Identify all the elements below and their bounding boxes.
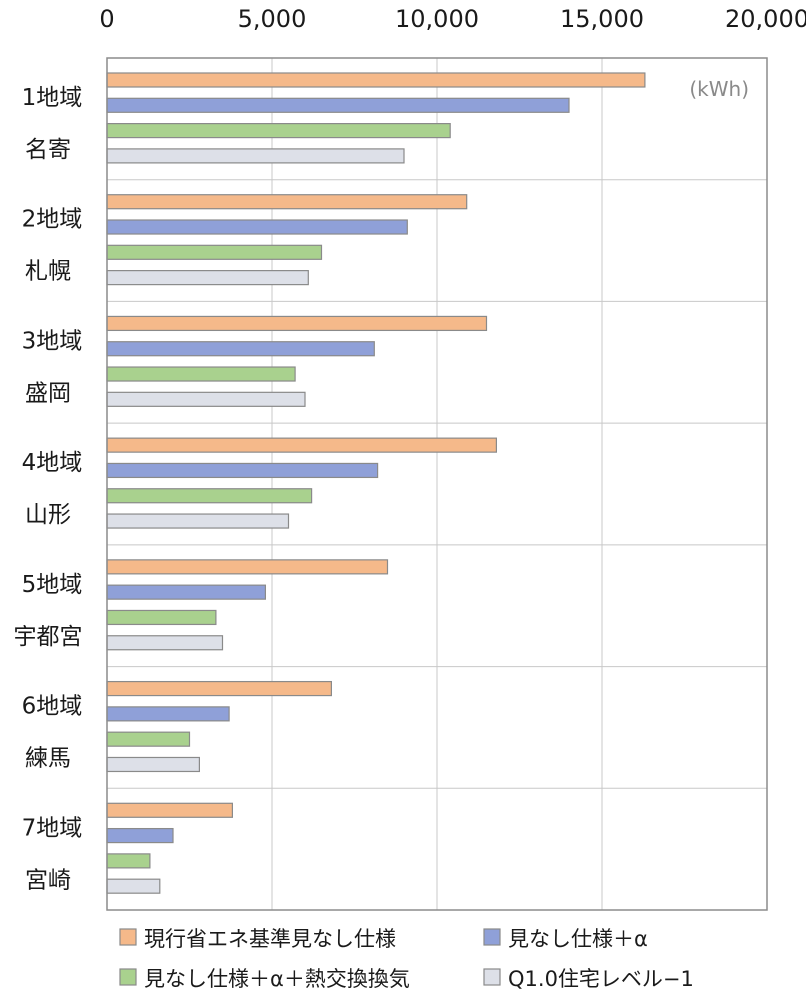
bar: [106, 731, 191, 747]
bars: [106, 72, 646, 894]
bar: [106, 72, 646, 88]
x-tick-label: 15,000: [560, 5, 644, 33]
legend-label: 見なし仕様＋α＋熱交換換気: [144, 967, 410, 991]
x-tick-label: 10,000: [395, 5, 479, 33]
bar: [106, 244, 323, 260]
legend-swatch: [119, 968, 137, 986]
bar: [106, 513, 290, 529]
bar: [106, 462, 379, 479]
plot-frame: [106, 57, 768, 911]
category-region-label: 4地域: [22, 450, 83, 476]
category-city-label: 山形: [25, 502, 71, 528]
bar: [106, 437, 497, 453]
unit-label: (kWh): [689, 77, 749, 101]
bar: [106, 559, 389, 575]
x-tick-label: 0: [99, 5, 114, 33]
bar: [106, 194, 468, 210]
category-region-label: 2地域: [22, 207, 83, 233]
bar: [106, 878, 161, 894]
bar: [106, 341, 375, 357]
bar: [106, 148, 405, 164]
category-city-label: 宮崎: [25, 867, 71, 893]
category-city-label: 札幌: [25, 259, 71, 285]
category-city-label: 盛岡: [25, 380, 71, 406]
bar: [106, 270, 309, 286]
grid-lines: [107, 58, 767, 910]
category-region-label: 7地域: [22, 815, 83, 841]
category-city-label: 宇都宮: [14, 624, 83, 650]
legend-swatch: [483, 968, 501, 986]
bar: [106, 706, 230, 722]
x-tick-label: 5,000: [238, 5, 307, 33]
legend-label: 現行省エネ基準見なし仕様: [144, 927, 396, 951]
bar: [106, 756, 201, 773]
bar: [106, 219, 408, 235]
bar: [106, 488, 313, 504]
category-region-label: 1地域: [22, 85, 83, 111]
x-tick-label: 20,000: [725, 5, 806, 33]
bar: [106, 391, 306, 407]
legend-label: Q1.0住宅レベル−1: [508, 967, 694, 991]
legend-label: 見なし仕様＋α: [508, 927, 648, 951]
bar: [106, 97, 570, 113]
bar: [106, 584, 266, 600]
legend: 現行省エネ基準見なし仕様 見なし仕様＋α 見なし仕様＋α＋熱交換換気 Q1.0住宅レベ…: [119, 927, 694, 991]
bar: [106, 853, 151, 869]
category-city-label: 練馬: [25, 746, 71, 772]
x-axis-tick-labels: 0 5,000 10,000 15,000 20,000: [99, 5, 806, 33]
category-city-label: 名寄: [25, 137, 71, 163]
bar: [106, 609, 217, 626]
category-region-label: 6地域: [22, 694, 83, 720]
bar: [106, 802, 234, 818]
bar: [106, 122, 451, 139]
bar: [106, 366, 296, 382]
category-region-label: 5地域: [22, 572, 83, 598]
bar: [106, 315, 488, 332]
legend-swatch: [483, 928, 501, 946]
bar: [106, 827, 174, 844]
bar: [106, 635, 224, 651]
category-region-label: 3地域: [22, 328, 83, 354]
bar: [106, 680, 332, 697]
legend-swatch: [119, 928, 137, 946]
